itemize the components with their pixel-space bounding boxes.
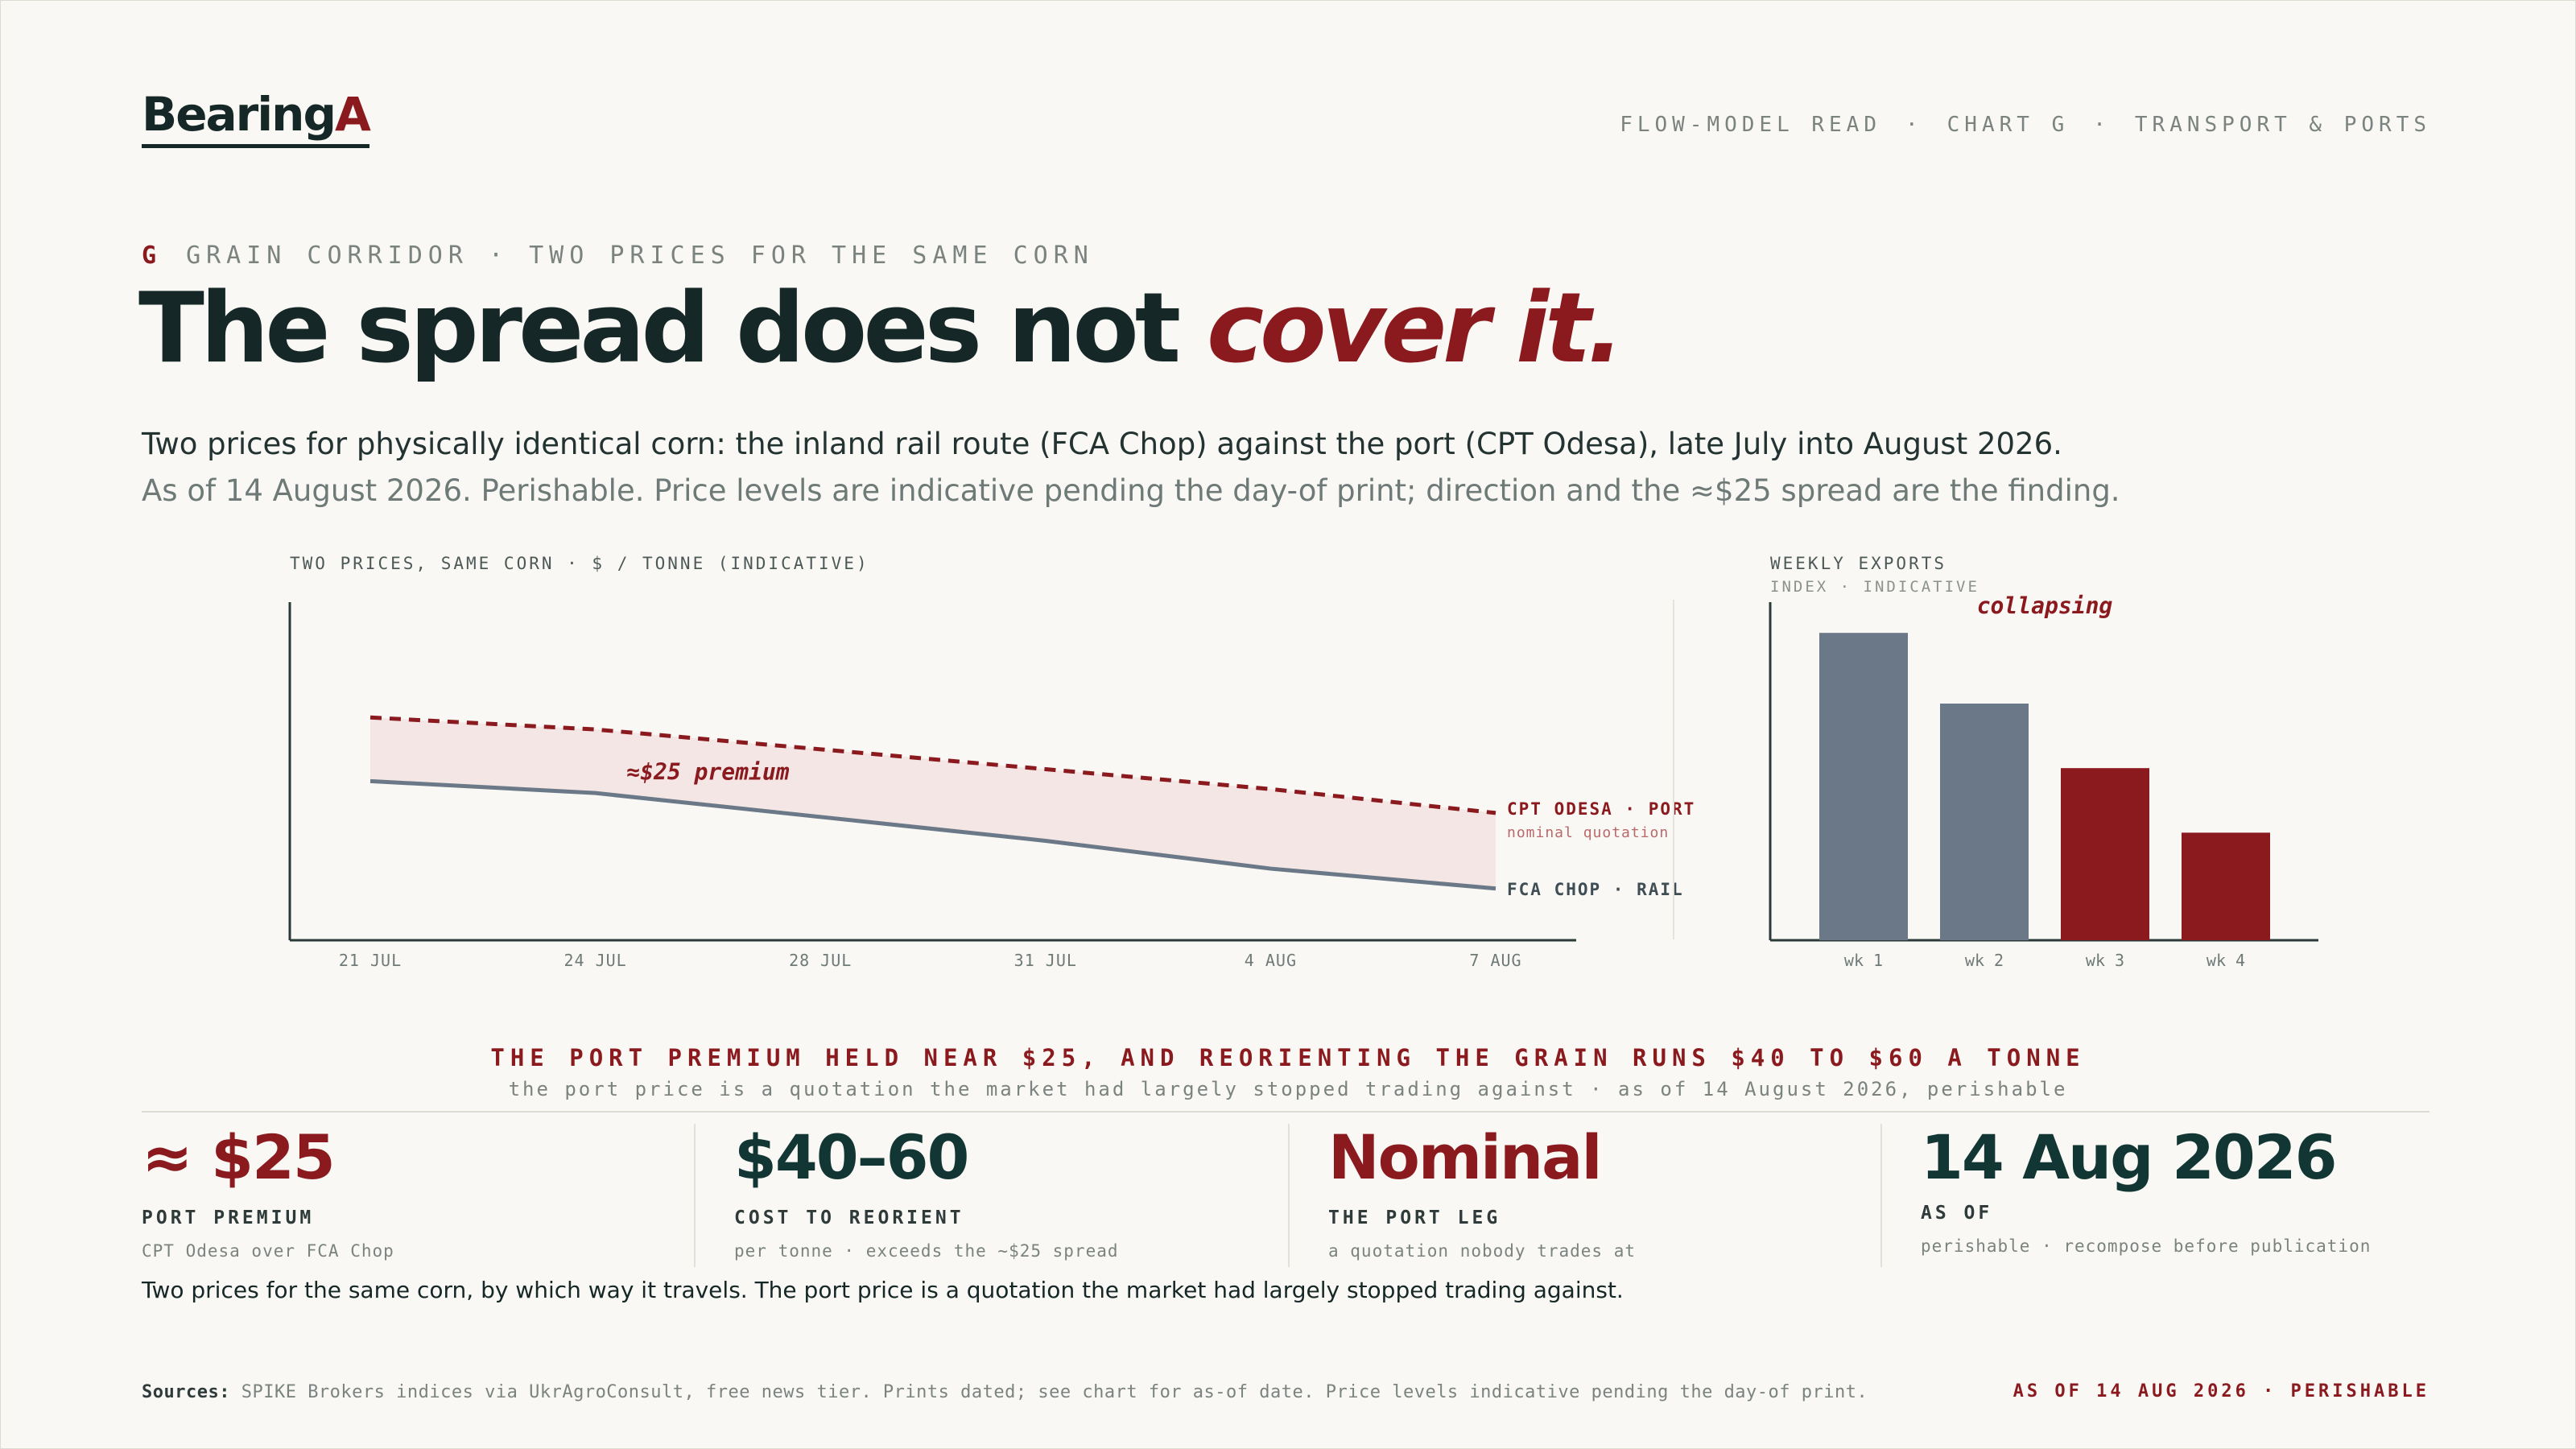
as-of-stamp: AS OF 14 AUG 2026 · PERISHABLE [2013,1381,2429,1402]
nav-separator: · [1905,113,1923,137]
x-tick-label: wk 4 [2207,951,2245,970]
section-letter: G [142,242,163,270]
page-title-emphasis: cover it. [1206,273,1624,385]
stat-note: perishable · recompose before publicatio… [1921,1236,2372,1256]
lede-text: Two prices for physically identical corn… [142,427,2062,461]
nav-item-transport-ports[interactable]: TRANSPORT & PORTS [2134,113,2431,137]
stat-value: 14 Aug 2026 [1921,1121,2338,1193]
stat-label: THE PORT LEG [1328,1207,1501,1228]
sources-text: SPIKE Brokers indices via UkrAgroConsult… [241,1382,1868,1402]
stat-label: AS OF [1921,1202,1993,1224]
bar-wk-4 [2182,832,2270,940]
kicker-text: GRAIN CORRIDOR · TWO PRICES FOR THE SAME… [186,242,1094,270]
x-tick-label: 21 JUL [339,951,402,970]
series-label-fca-chop: FCA CHOP · RAIL [1507,880,1684,899]
bar-chart-subtitle: INDEX · INDICATIVE [1770,578,1979,596]
collapsing-annotation: collapsing [1977,592,2113,619]
stat-port-premium: ≈ $25 PORT PREMIUM CPT Odesa over FCA Ch… [142,1124,689,1261]
x-tick-label: wk 2 [1965,951,2004,970]
bar-wk-2 [1940,704,2029,940]
stat-note: per tonne · exceeds the ~$25 spread [734,1241,1119,1261]
stat-port-leg: Nominal THE PORT LEG a quotation nobody … [1288,1124,1876,1267]
line-chart-title: TWO PRICES, SAME CORN · $ / TONNE (INDIC… [290,554,869,573]
page-title: The spread does not cover it. [138,273,1624,385]
stat-label: COST TO REORIENT [734,1207,964,1228]
stat-label: PORT PREMIUM [142,1207,315,1228]
x-tick-label: 28 JUL [789,951,852,970]
nav-item-chart-g[interactable]: CHART G [1946,113,2070,137]
nav-separator: · [2093,113,2111,137]
brand-logo[interactable]: BearingA [142,90,371,148]
x-tick-label: wk 3 [2086,951,2124,970]
x-tick-label: 31 JUL [1014,951,1077,970]
chart-divider [1673,600,1674,939]
bar-wk-3 [2061,768,2149,940]
x-tick-label: 7 AUG [1469,951,1521,970]
stat-note: a quotation nobody trades at [1328,1241,1637,1261]
nav-item-flow-model[interactable]: FLOW-MODEL READ [1620,113,1881,137]
section-kicker: G GRAIN CORRIDOR · TWO PRICES FOR THE SAM… [142,242,1094,270]
x-tick-label: wk 1 [1844,951,1883,970]
divider-line [142,1111,2429,1113]
stat-cost-to-reorient: $40–60 COST TO REORIENT per tonne · exce… [694,1124,1282,1267]
series-sublabel-cpt-odesa: nominal quotation [1507,824,1669,841]
stat-value: Nominal [1328,1121,1603,1193]
x-tick-label: 24 JUL [564,951,626,970]
x-tick-label: 4 AUG [1245,951,1297,970]
top-nav: FLOW-MODEL READ · CHART G · TRANSPORT & PORT… [1620,113,2431,137]
lede-note: As of 14 August 2026. Perishable. Price … [142,473,2120,508]
series-label-cpt-odesa: CPT ODESA · PORT [1507,799,1695,819]
series-line-fca-chop [369,778,1496,891]
stat-value: $40–60 [734,1121,969,1193]
bar-wk-1 [1819,633,1908,940]
series-line-cpt-odesa [369,715,1496,815]
sources-label: Sources: [142,1382,230,1402]
finding-banner: THE PORT PREMIUM HELD NEAR $25, AND REOR… [490,1044,2086,1071]
finding-banner-sub: the port price is a quotation the market… [508,1078,2068,1100]
premium-annotation: ≈$25 premium [626,758,789,785]
chart-caption: Two prices for the same corn, by which w… [142,1277,1624,1303]
bar-chart-title: WEEKLY EXPORTS [1770,554,1947,573]
stat-as-of: 14 Aug 2026 AS OF perishable · recompose… [1880,1124,2468,1267]
stat-value: ≈ $25 [142,1121,336,1193]
sources-note: Sources: SPIKE Brokers indices via UkrAg… [142,1382,1868,1402]
premium-band [370,717,1496,889]
stat-note: CPT Odesa over FCA Chop [142,1241,394,1261]
